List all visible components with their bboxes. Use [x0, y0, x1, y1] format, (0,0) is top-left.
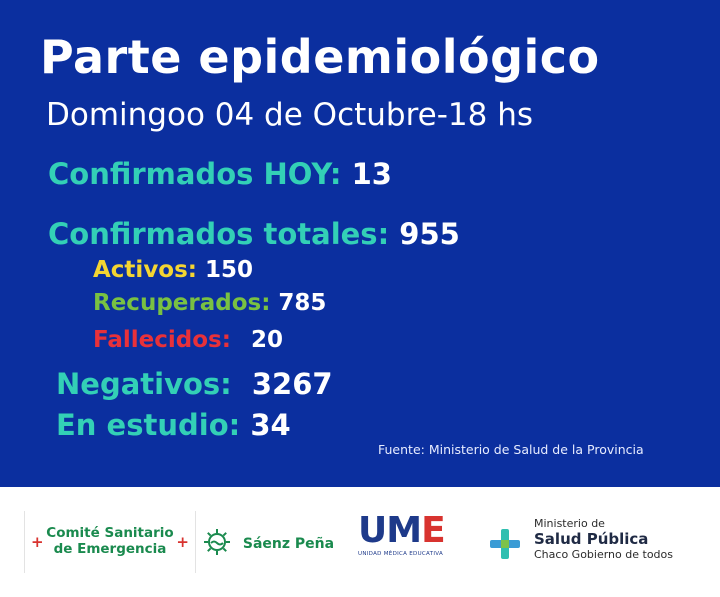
- stat-recuperados: Recuperados: 785: [93, 290, 326, 316]
- ministerio-line2: Salud Pública: [534, 530, 649, 548]
- stat-value: 34: [250, 408, 291, 442]
- sun-emblem-icon: [202, 527, 232, 561]
- stat-value: 20: [250, 327, 283, 353]
- stat-value: 785: [278, 290, 327, 316]
- comite-line2: de Emergencia: [53, 541, 167, 557]
- saenz-pena-logo: Sáenz Peña: [202, 527, 334, 561]
- comite-sanitario-logo: + Comité Sanitario de Emergencia +: [24, 511, 196, 573]
- stat-label: En estudio:: [56, 408, 241, 442]
- ume-mark: UME: [358, 510, 446, 551]
- ministerio-line3: Chaco Gobierno de todos: [534, 548, 673, 561]
- footer-logos: + Comité Sanitario de Emergencia + Sáenz…: [0, 487, 720, 597]
- stat-en-estudio: En estudio: 34: [56, 408, 291, 442]
- source-note: Fuente: Ministerio de Salud de la Provin…: [378, 442, 644, 457]
- stat-value: 3267: [251, 367, 333, 401]
- report-title: Parte epidemiológico: [40, 30, 600, 84]
- ume-subtitle: UNIDAD MÉDICA EDUCATIVA: [358, 551, 444, 557]
- stat-fallecidos: Fallecidos: 20: [93, 327, 283, 353]
- stat-label: Negativos:: [56, 367, 232, 401]
- report-panel: Parte epidemiológico Domingoo 04 de Octu…: [0, 0, 720, 487]
- stat-value: 955: [399, 217, 460, 251]
- comite-line1: Comité Sanitario: [46, 525, 174, 541]
- stat-confirmados-totales: Confirmados totales: 955: [48, 217, 460, 251]
- stat-label: Fallecidos:: [93, 327, 231, 353]
- health-cross-icon: [488, 527, 522, 565]
- ume-mark-e: E: [421, 510, 446, 551]
- stat-activos: Activos: 150: [93, 257, 253, 283]
- stat-label: Recuperados:: [93, 290, 271, 316]
- red-cross-icon: +: [176, 533, 189, 551]
- stat-confirmados-hoy: Confirmados HOY: 13: [48, 157, 392, 191]
- ministerio-text: Ministerio de Salud Pública Chaco Gobier…: [534, 517, 673, 561]
- ume-logo: UME UNIDAD MÉDICA EDUCATIVA: [358, 510, 446, 558]
- red-cross-icon: +: [31, 533, 44, 551]
- stat-label: Confirmados HOY:: [48, 157, 342, 191]
- saenz-pena-label: Sáenz Peña: [242, 536, 335, 552]
- report-date: Domingoo 04 de Octubre-18 hs: [46, 97, 534, 133]
- stat-label: Confirmados totales:: [48, 217, 390, 251]
- stat-negativos: Negativos: 3267: [56, 367, 333, 401]
- ume-mark-um: UM: [358, 510, 422, 551]
- stat-label: Activos:: [93, 257, 197, 283]
- stat-value: 150: [205, 257, 254, 283]
- ministerio-line1: Ministerio de: [534, 517, 605, 530]
- stat-value: 13: [351, 157, 392, 191]
